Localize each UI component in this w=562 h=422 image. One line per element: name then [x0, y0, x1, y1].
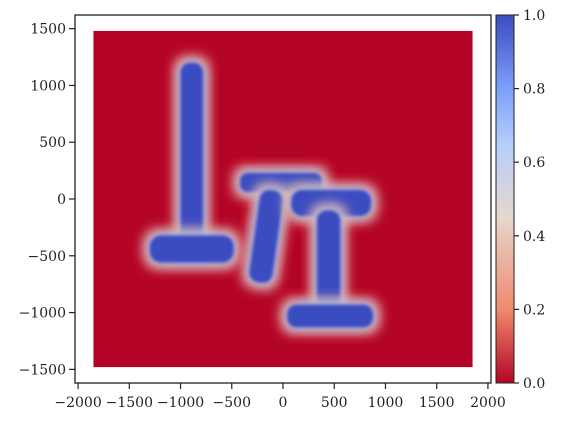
heatmap-region-1	[180, 62, 204, 245]
colorbar-tick-label: 0.8	[523, 82, 545, 98]
y-tick-label: −500	[28, 249, 66, 265]
colorbar: 0.0 0.2 0.4 0.6 0.8 1.0	[495, 8, 545, 392]
x-tick-label: −500	[213, 395, 251, 411]
heatmap-region-7	[287, 304, 374, 328]
heatmap-region-6	[316, 210, 341, 309]
heatmap-region-4	[249, 189, 283, 283]
y-tick-label: −1500	[19, 362, 66, 378]
y-tick-label: 500	[39, 135, 66, 151]
heatmap-region-5	[291, 189, 372, 217]
y-tick-label: 1000	[30, 78, 66, 94]
y-tick-label: 1500	[30, 22, 66, 38]
colorbar-tick-label: 0.0	[523, 376, 545, 392]
colorbar-tick-label: 0.6	[523, 155, 545, 171]
x-tick-label: 1000	[368, 395, 404, 411]
x-tick-label: 0	[279, 395, 288, 411]
colorbar-tick-label: 0.2	[523, 302, 545, 318]
x-tick-label: −2000	[54, 395, 101, 411]
y-tick-label: 0	[57, 192, 66, 208]
colorbar-tick-label: 0.4	[523, 229, 545, 245]
y-axis: −1500 −1000 −500 0 500 1000 1500	[19, 22, 75, 378]
x-tick-label: 500	[321, 395, 348, 411]
x-tick-label: 2000	[470, 395, 506, 411]
heatmap-layer	[93, 30, 473, 368]
colorbar-gradient	[495, 14, 515, 384]
x-axis: −2000 −1500 −1000 −500 0 500 1000 1500 2000	[54, 383, 506, 411]
heatmap-region-2	[149, 235, 234, 263]
colorbar-ticks: 0.0 0.2 0.4 0.6 0.8 1.0	[514, 8, 545, 392]
y-tick-label: −1000	[19, 306, 66, 322]
x-tick-label: −1000	[157, 395, 204, 411]
x-tick-label: −1500	[106, 395, 153, 411]
colorbar-tick-label: 1.0	[523, 8, 545, 24]
x-tick-label: 1500	[419, 395, 455, 411]
